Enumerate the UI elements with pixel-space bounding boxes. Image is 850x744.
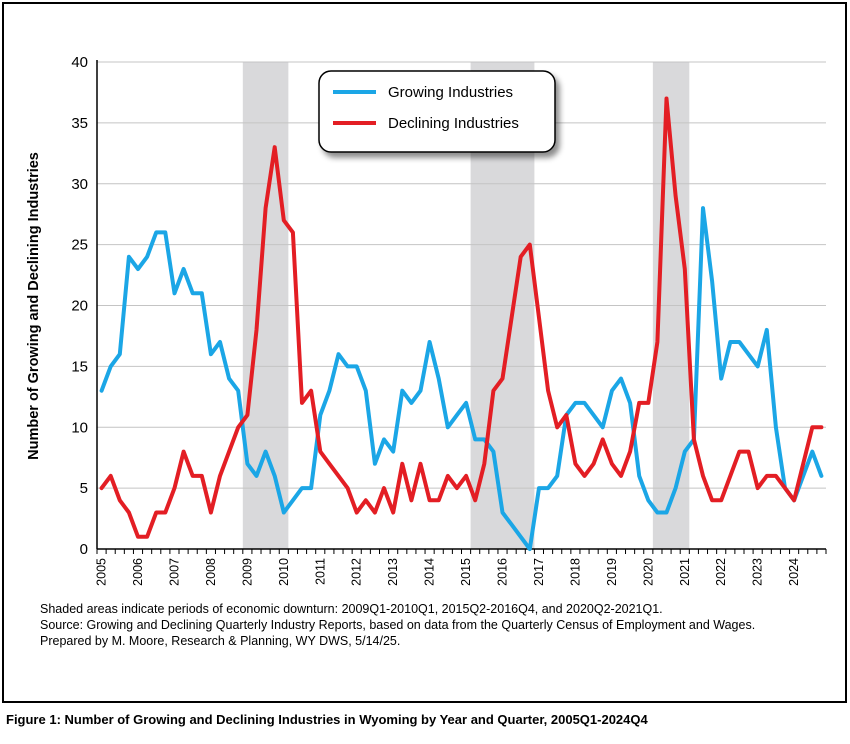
x-tick-2009: 2009	[240, 558, 254, 586]
legend-label-growing: Growing Industries	[388, 84, 513, 101]
x-tick-2005: 2005	[95, 558, 109, 586]
series-line-growing	[99, 206, 824, 551]
figure-caption: Figure 1: Number of Growing and Declinin…	[6, 712, 648, 727]
series-line-declining	[99, 96, 824, 539]
axes	[96, 60, 827, 554]
y-tick-35: 35	[71, 115, 88, 132]
y-axis-label: Number of Growing and Declining Industri…	[26, 152, 42, 460]
x-tick-2019: 2019	[605, 558, 619, 586]
gridlines	[97, 61, 826, 489]
line-chart: 0 5 10 15 20 25 30 35 40 2005 2006 2007 2008 2009 2010…	[26, 54, 827, 586]
shading-note: Shaded areas indicate periods of economi…	[40, 602, 663, 616]
x-tick-2018: 2018	[568, 558, 582, 586]
y-tick-15: 15	[71, 358, 88, 375]
x-tick-2021: 2021	[678, 558, 692, 586]
y-tick-0: 0	[80, 541, 88, 558]
prepared-note: Prepared by M. Moore, Research & Plannin…	[40, 634, 401, 648]
x-tick-2010: 2010	[277, 558, 291, 586]
legend-box	[318, 70, 556, 153]
figure-frame	[2, 2, 847, 703]
x-tick-2006: 2006	[131, 558, 145, 586]
x-tick-2024: 2024	[787, 558, 801, 586]
y-tick-20: 20	[71, 298, 88, 315]
y-tick-25: 25	[71, 237, 88, 254]
x-tick-2023: 2023	[751, 558, 765, 586]
y-tick-30: 30	[71, 176, 88, 193]
legend: Growing Industries Declining Industries	[318, 70, 556, 153]
x-tick-2020: 2020	[641, 558, 655, 586]
y-tick-40: 40	[71, 54, 88, 71]
x-tick-2011: 2011	[313, 558, 327, 585]
chart-notes: Shaded areas indicate periods of economi…	[40, 601, 755, 649]
x-tick-2017: 2017	[532, 558, 546, 586]
tick-labels: 0 5 10 15 20 25 30 35 40 2005 2006 2007 2008 2009 2010…	[71, 54, 801, 586]
x-tick-2007: 2007	[167, 558, 181, 586]
x-tick-2012: 2012	[350, 558, 364, 586]
x-tick-2008: 2008	[204, 558, 218, 586]
series-lines	[99, 96, 824, 551]
y-tick-5: 5	[80, 480, 88, 497]
x-tick-2016: 2016	[496, 558, 510, 586]
source-note: Source: Growing and Declining Quarterly …	[40, 618, 756, 632]
x-tick-2015: 2015	[459, 558, 473, 586]
y-tick-10: 10	[71, 419, 88, 436]
x-tick-2022: 2022	[714, 558, 728, 586]
x-tick-2014: 2014	[423, 558, 437, 586]
legend-label-declining: Declining Industries	[388, 115, 519, 132]
x-tick-2013: 2013	[386, 558, 400, 586]
